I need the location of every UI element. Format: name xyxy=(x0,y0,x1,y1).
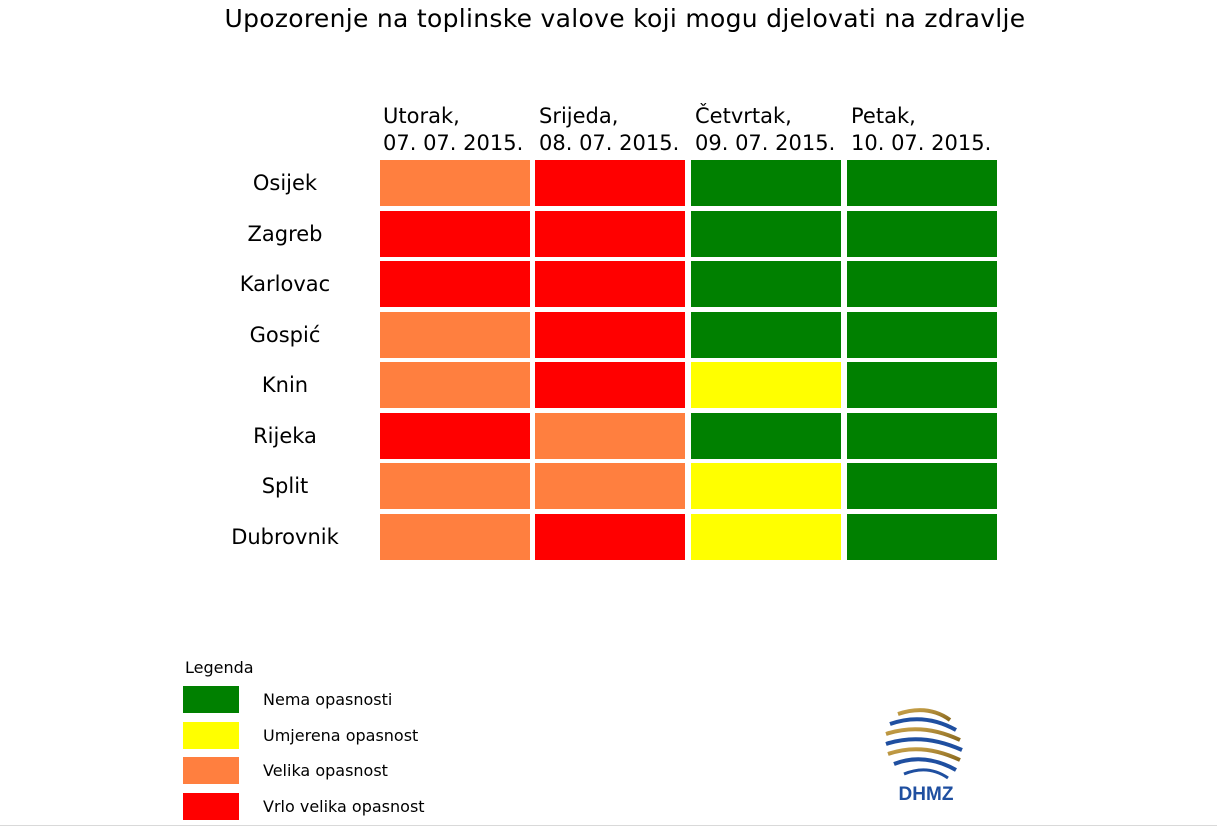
logo-text: DHMZ xyxy=(899,784,954,802)
column-header: Petak, 10. 07. 2015. xyxy=(851,103,991,157)
warning-cell xyxy=(380,362,530,408)
legend-title: Legenda xyxy=(185,658,254,677)
warning-cell xyxy=(380,463,530,509)
warning-cell xyxy=(535,362,685,408)
column-day: Utorak, xyxy=(383,104,460,128)
warning-cell xyxy=(535,261,685,307)
warning-cell xyxy=(847,311,997,358)
row-label: Zagreb xyxy=(247,221,323,246)
warning-cell xyxy=(535,311,685,358)
dhmz-logo: DHMZ xyxy=(885,708,963,802)
warning-cell xyxy=(380,210,530,257)
warning-cell xyxy=(847,513,997,560)
row-label: Knin xyxy=(261,373,309,397)
row-label: Osijek xyxy=(252,171,318,195)
legend-swatch xyxy=(183,757,239,784)
warning-cell xyxy=(691,261,841,307)
warning-cell xyxy=(535,412,685,459)
column-date: 08. 07. 2015. xyxy=(539,131,680,155)
warning-cell xyxy=(535,210,685,257)
row-label: Gospić xyxy=(249,322,321,347)
warning-cell xyxy=(380,160,530,206)
warning-cell xyxy=(847,463,997,509)
warning-cell xyxy=(380,261,530,307)
column-day: Srijeda, xyxy=(539,104,619,128)
warning-cell xyxy=(380,311,530,358)
chart-title: Upozorenje na toplinske valove koji mogu… xyxy=(224,4,1026,33)
warning-cell xyxy=(380,513,530,560)
legend-swatch xyxy=(183,721,239,749)
legend-label: Velika opasnost xyxy=(263,761,388,780)
warning-cell xyxy=(847,261,997,307)
legend-label: Umjerena opasnost xyxy=(263,725,419,745)
legend-swatch xyxy=(183,792,239,820)
warning-cell xyxy=(691,160,841,206)
row-label: Dubrovnik xyxy=(231,524,339,549)
row-label: Split xyxy=(261,474,309,498)
warning-cell xyxy=(691,513,841,560)
legend-swatch xyxy=(183,686,239,713)
column-header: Srijeda, 08. 07. 2015. xyxy=(539,103,679,157)
legend-label: Nema opasnosti xyxy=(263,690,393,709)
column-date: 09. 07. 2015. xyxy=(695,131,836,155)
warning-cell xyxy=(847,160,997,206)
warning-cell xyxy=(847,210,997,257)
warning-cell xyxy=(691,463,841,509)
warning-cell xyxy=(380,412,530,459)
logo-swirl-icon xyxy=(885,708,963,780)
warning-cell xyxy=(535,463,685,509)
column-date: 10. 07. 2015. xyxy=(851,131,992,155)
row-label: Rijeka xyxy=(253,423,317,448)
warning-cell xyxy=(847,412,997,459)
warning-cell xyxy=(691,210,841,257)
bottom-border xyxy=(0,825,1217,826)
warning-cell xyxy=(691,311,841,358)
legend-label: Vrlo velika opasnost xyxy=(263,796,425,816)
row-label: Karlovac xyxy=(239,272,331,296)
warning-cell xyxy=(535,160,685,206)
warning-cell xyxy=(691,412,841,459)
column-header: Utorak, 07. 07. 2015. xyxy=(383,103,523,157)
warning-cell xyxy=(847,362,997,408)
warning-cell xyxy=(535,513,685,560)
column-day: Četvrtak, xyxy=(695,104,792,128)
warning-cell xyxy=(691,362,841,408)
column-day: Petak, xyxy=(851,104,916,128)
column-header: Četvrtak, 09. 07. 2015. xyxy=(695,103,835,157)
column-date: 07. 07. 2015. xyxy=(383,131,524,155)
